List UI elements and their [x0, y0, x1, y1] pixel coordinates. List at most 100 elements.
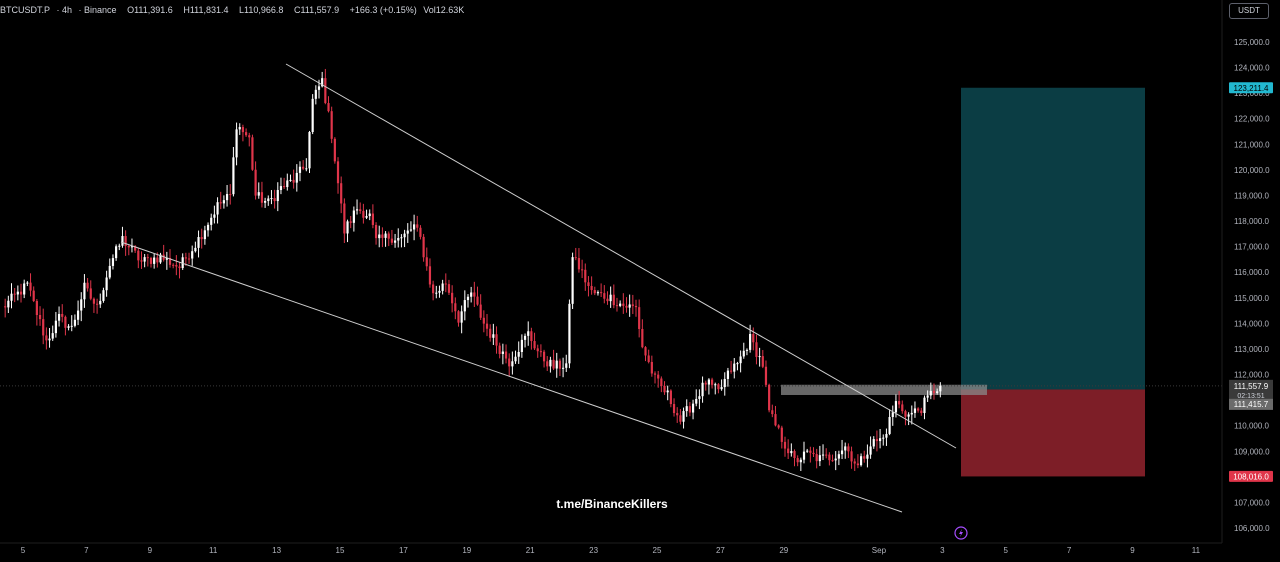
- candle-body: [517, 352, 520, 357]
- candle-body: [501, 351, 504, 354]
- candle-body: [920, 410, 923, 414]
- candle-body: [796, 458, 799, 463]
- candle-body: [856, 463, 859, 466]
- candle-body: [470, 292, 473, 297]
- candle-body: [806, 450, 809, 452]
- candle-body: [111, 258, 115, 266]
- candle-body: [127, 245, 130, 248]
- x-tick-label: 5: [21, 546, 26, 555]
- candle-body: [257, 192, 260, 196]
- change-value: +166.3 (+0.15%): [349, 5, 417, 15]
- upper-channel-line[interactable]: [285, 63, 957, 449]
- candle-body: [523, 335, 527, 340]
- candle-body: [305, 168, 308, 170]
- candle-body: [628, 304, 631, 308]
- entry-range-bar[interactable]: [781, 384, 987, 395]
- currency-button[interactable]: USDT: [1229, 3, 1269, 19]
- candle-body: [723, 378, 726, 388]
- candle-body: [913, 408, 917, 413]
- candle-body: [143, 257, 146, 262]
- candle-body: [821, 454, 825, 456]
- candle-body: [409, 229, 413, 231]
- candle-body: [606, 298, 609, 302]
- candle-body: [885, 433, 888, 438]
- candle-body: [577, 258, 581, 270]
- position-tool[interactable]: [0, 87, 1222, 477]
- y-tick-label: 118,000.0: [1234, 217, 1270, 226]
- candle-body: [479, 304, 482, 318]
- candle-body: [663, 385, 666, 393]
- candle-body: [650, 361, 653, 374]
- candle-body: [761, 356, 764, 367]
- candle-body: [783, 441, 787, 449]
- x-tick-label: 13: [272, 546, 281, 555]
- lightning-icon[interactable]: [954, 526, 968, 540]
- x-tick-label: 29: [779, 546, 788, 555]
- candle-body: [365, 216, 368, 218]
- stop-loss-zone[interactable]: [961, 389, 1145, 477]
- take-profit-zone[interactable]: [961, 87, 1145, 390]
- candle-body: [679, 415, 682, 422]
- candle-body: [701, 382, 704, 397]
- candle-body: [336, 161, 340, 184]
- candle-body: [23, 283, 26, 295]
- candle-body: [898, 401, 901, 405]
- candle-body: [492, 334, 495, 338]
- low-value: L110,966.8: [239, 5, 284, 15]
- candle-body: [181, 257, 184, 269]
- y-tick-label: 114,000.0: [1234, 319, 1270, 328]
- target-price-badge: 123,211.4: [1234, 84, 1270, 93]
- trendlines[interactable]: [120, 63, 957, 513]
- candle-body: [362, 210, 365, 218]
- candle-body: [584, 269, 587, 283]
- candle-body: [596, 292, 600, 294]
- candle-body: [793, 451, 796, 459]
- candle-body: [194, 247, 197, 252]
- candle-body: [834, 458, 837, 461]
- candle-body: [327, 103, 330, 112]
- target-price-badge-bg: [1229, 82, 1273, 94]
- candle-body: [264, 201, 267, 203]
- candle-body: [904, 411, 907, 417]
- candle-body: [48, 338, 51, 341]
- candle-body: [302, 166, 305, 169]
- candle-body: [45, 335, 48, 341]
- y-tick-label: 106,000.0: [1234, 524, 1270, 533]
- candle-body: [371, 213, 374, 225]
- candle-body: [825, 454, 828, 456]
- candle-body: [286, 180, 289, 188]
- candle-body: [685, 406, 688, 412]
- x-tick-label: 15: [336, 546, 345, 555]
- candle-body: [612, 294, 615, 306]
- lower-channel-line[interactable]: [120, 241, 903, 513]
- candle-body: [546, 361, 549, 367]
- candle-body: [872, 439, 875, 447]
- candle-body: [80, 299, 83, 311]
- candle-body: [102, 290, 105, 301]
- candle-body: [587, 282, 590, 286]
- y-tick-label: 110,000.0: [1234, 422, 1270, 431]
- candle-body: [609, 294, 612, 302]
- candle-body: [565, 363, 568, 368]
- candle-body: [533, 341, 536, 349]
- candles: [4, 68, 942, 472]
- x-tick-label: 21: [526, 546, 535, 555]
- candle-body: [83, 282, 86, 300]
- y-tick-label: 122,000.0: [1234, 115, 1270, 124]
- volume-value: Vol12.63K: [423, 5, 465, 15]
- candle-body: [359, 209, 362, 211]
- candle-body: [7, 300, 10, 308]
- candle-body: [720, 387, 723, 390]
- candle-body: [134, 246, 137, 251]
- candle-body: [308, 132, 311, 169]
- candle-body: [714, 384, 717, 386]
- y-tick-label: 119,000.0: [1234, 191, 1270, 200]
- candle-body: [733, 363, 736, 372]
- candle-body: [187, 258, 191, 260]
- candle-body: [115, 246, 118, 259]
- candle-body: [590, 285, 593, 291]
- symbol-label[interactable]: BTCUSDT.P · 4h · Binance: [0, 5, 117, 15]
- candle-body: [340, 183, 343, 204]
- x-tick-label: 23: [589, 546, 598, 555]
